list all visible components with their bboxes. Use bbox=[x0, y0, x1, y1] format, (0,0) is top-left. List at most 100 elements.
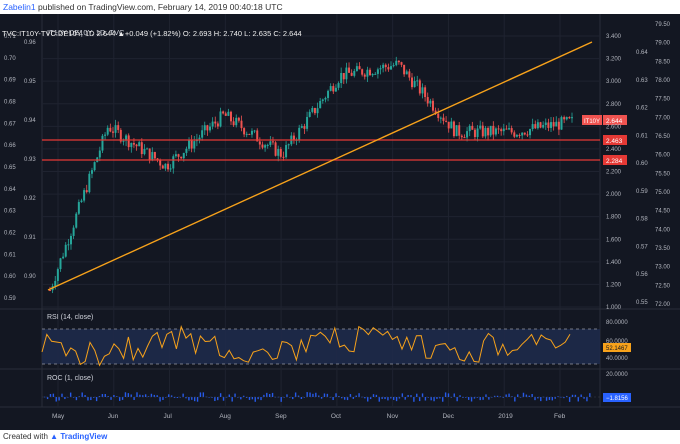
candle bbox=[552, 117, 555, 131]
left2-axis-tick-0: 0.96 bbox=[24, 40, 36, 46]
candle bbox=[169, 164, 172, 172]
candle bbox=[458, 122, 461, 140]
right-outer-axis[interactable]: 79.50 79.00 78.50 78.00 77.50 77.00 76.50 76.00… bbox=[636, 22, 671, 308]
roc-bar bbox=[188, 397, 190, 401]
right-axis-tick-6: 2.200 bbox=[606, 170, 622, 176]
roc-bar bbox=[87, 397, 89, 401]
candle bbox=[104, 132, 107, 141]
roc-bar bbox=[297, 395, 300, 397]
candle bbox=[555, 116, 558, 127]
candle bbox=[437, 108, 440, 122]
roc-bar bbox=[465, 397, 467, 398]
roc-bar bbox=[341, 397, 343, 399]
chart-area[interactable]: TVC:IT10Y-TVC:DE10Y, 1D 2.644 ▲+0.049 (+… bbox=[0, 14, 680, 430]
footer-brand[interactable]: TradingView bbox=[60, 432, 108, 441]
candle bbox=[161, 164, 164, 169]
outer2-axis-tick-0: 0.64 bbox=[636, 50, 648, 56]
time-label-1: Jun bbox=[108, 413, 119, 420]
candle bbox=[319, 97, 322, 109]
outer-axis-tick-7: 76.00 bbox=[655, 153, 671, 159]
candle bbox=[424, 85, 427, 102]
roc-bar bbox=[401, 393, 404, 397]
roc-current-bg bbox=[603, 393, 631, 402]
candle bbox=[235, 114, 238, 128]
roc-bar bbox=[101, 394, 104, 397]
left-axis-tick-5: 0.66 bbox=[4, 143, 16, 149]
roc-bar bbox=[234, 393, 236, 397]
candle bbox=[153, 151, 156, 160]
left2-axis-tick-2: 0.94 bbox=[24, 118, 36, 124]
roc-current: −1.8156 bbox=[606, 396, 629, 402]
candle bbox=[285, 141, 288, 159]
candle bbox=[523, 132, 526, 136]
left2-axis-tick-4: 0.92 bbox=[24, 196, 36, 202]
roc-bar bbox=[162, 397, 164, 401]
trend-line[interactable] bbox=[47, 41, 593, 291]
candle bbox=[481, 121, 484, 139]
candle bbox=[413, 76, 416, 88]
roc-bar bbox=[84, 395, 86, 397]
candle bbox=[571, 112, 573, 123]
roc-bar bbox=[303, 397, 305, 398]
roc-bar bbox=[560, 396, 562, 398]
candle bbox=[245, 131, 248, 138]
roc-bar bbox=[398, 397, 401, 399]
candle bbox=[101, 133, 104, 154]
candle bbox=[500, 127, 503, 136]
roc-bar bbox=[447, 393, 450, 397]
roc-bar bbox=[139, 394, 141, 397]
time-axis[interactable]: May Jun Jul Aug Sep Oct Nov Dec 2019 Feb bbox=[52, 413, 566, 420]
roc-bar bbox=[260, 397, 262, 401]
candle bbox=[243, 127, 246, 138]
outer-axis-tick-8: 75.50 bbox=[655, 171, 671, 177]
candle bbox=[75, 212, 78, 229]
roc-bar bbox=[121, 397, 124, 400]
candle bbox=[442, 113, 445, 125]
roc-bar bbox=[534, 397, 536, 401]
roc-bar bbox=[551, 397, 554, 401]
roc-bar bbox=[427, 397, 429, 398]
roc-bar bbox=[369, 397, 372, 400]
roc-bar bbox=[254, 397, 256, 402]
right-axis-tick-4: 2.600 bbox=[606, 124, 622, 130]
right-price-axis[interactable]: 3.400 3.200 3.000 2.800 2.600 2.400 2.200 2.000… bbox=[606, 34, 622, 311]
roc-bar bbox=[170, 395, 173, 397]
candle bbox=[256, 128, 259, 142]
candle bbox=[521, 132, 524, 140]
roc-bar bbox=[378, 397, 380, 402]
roc-bar bbox=[332, 397, 334, 401]
candle bbox=[518, 133, 521, 139]
roc-bar bbox=[127, 393, 130, 397]
roc-bar bbox=[514, 397, 516, 402]
candle bbox=[227, 108, 230, 117]
publish-header: Zabelin1 published on TradingView.com, F… bbox=[0, 0, 680, 14]
roc-bar bbox=[470, 397, 473, 402]
roc-bar bbox=[580, 394, 582, 397]
candle bbox=[539, 121, 542, 129]
candle bbox=[355, 62, 358, 72]
roc-bar bbox=[444, 392, 447, 397]
roc-bar bbox=[482, 397, 484, 400]
roc-bar bbox=[55, 397, 57, 402]
candle bbox=[361, 68, 364, 77]
outer2-axis-tick-7: 0.57 bbox=[636, 244, 648, 250]
roc-bar bbox=[49, 394, 52, 397]
outer-axis-tick-11: 74.00 bbox=[655, 227, 671, 233]
roc-bar bbox=[335, 393, 337, 397]
candle bbox=[300, 123, 303, 129]
candle bbox=[209, 122, 212, 133]
candle bbox=[410, 73, 413, 90]
candle bbox=[405, 69, 408, 75]
roc-bar bbox=[381, 397, 383, 399]
roc-bar bbox=[196, 397, 199, 402]
price-chart[interactable]: IT10Y-DE10Y, 1D, TVC 2.463 2.284 IT10Y 2… bbox=[0, 14, 680, 430]
roc-bar bbox=[387, 397, 389, 401]
author-link[interactable]: Zabelin1 bbox=[3, 2, 36, 12]
roc-bar bbox=[222, 397, 225, 401]
roc-bar bbox=[81, 392, 83, 397]
candle bbox=[219, 107, 222, 128]
left-price-axis[interactable]: 0.71 0.70 0.69 0.68 0.67 0.66 0.65 0.64 0.63 0.62… bbox=[4, 34, 36, 302]
rsi-line bbox=[41, 325, 571, 367]
candle bbox=[560, 115, 563, 130]
roc-bar bbox=[473, 397, 476, 399]
